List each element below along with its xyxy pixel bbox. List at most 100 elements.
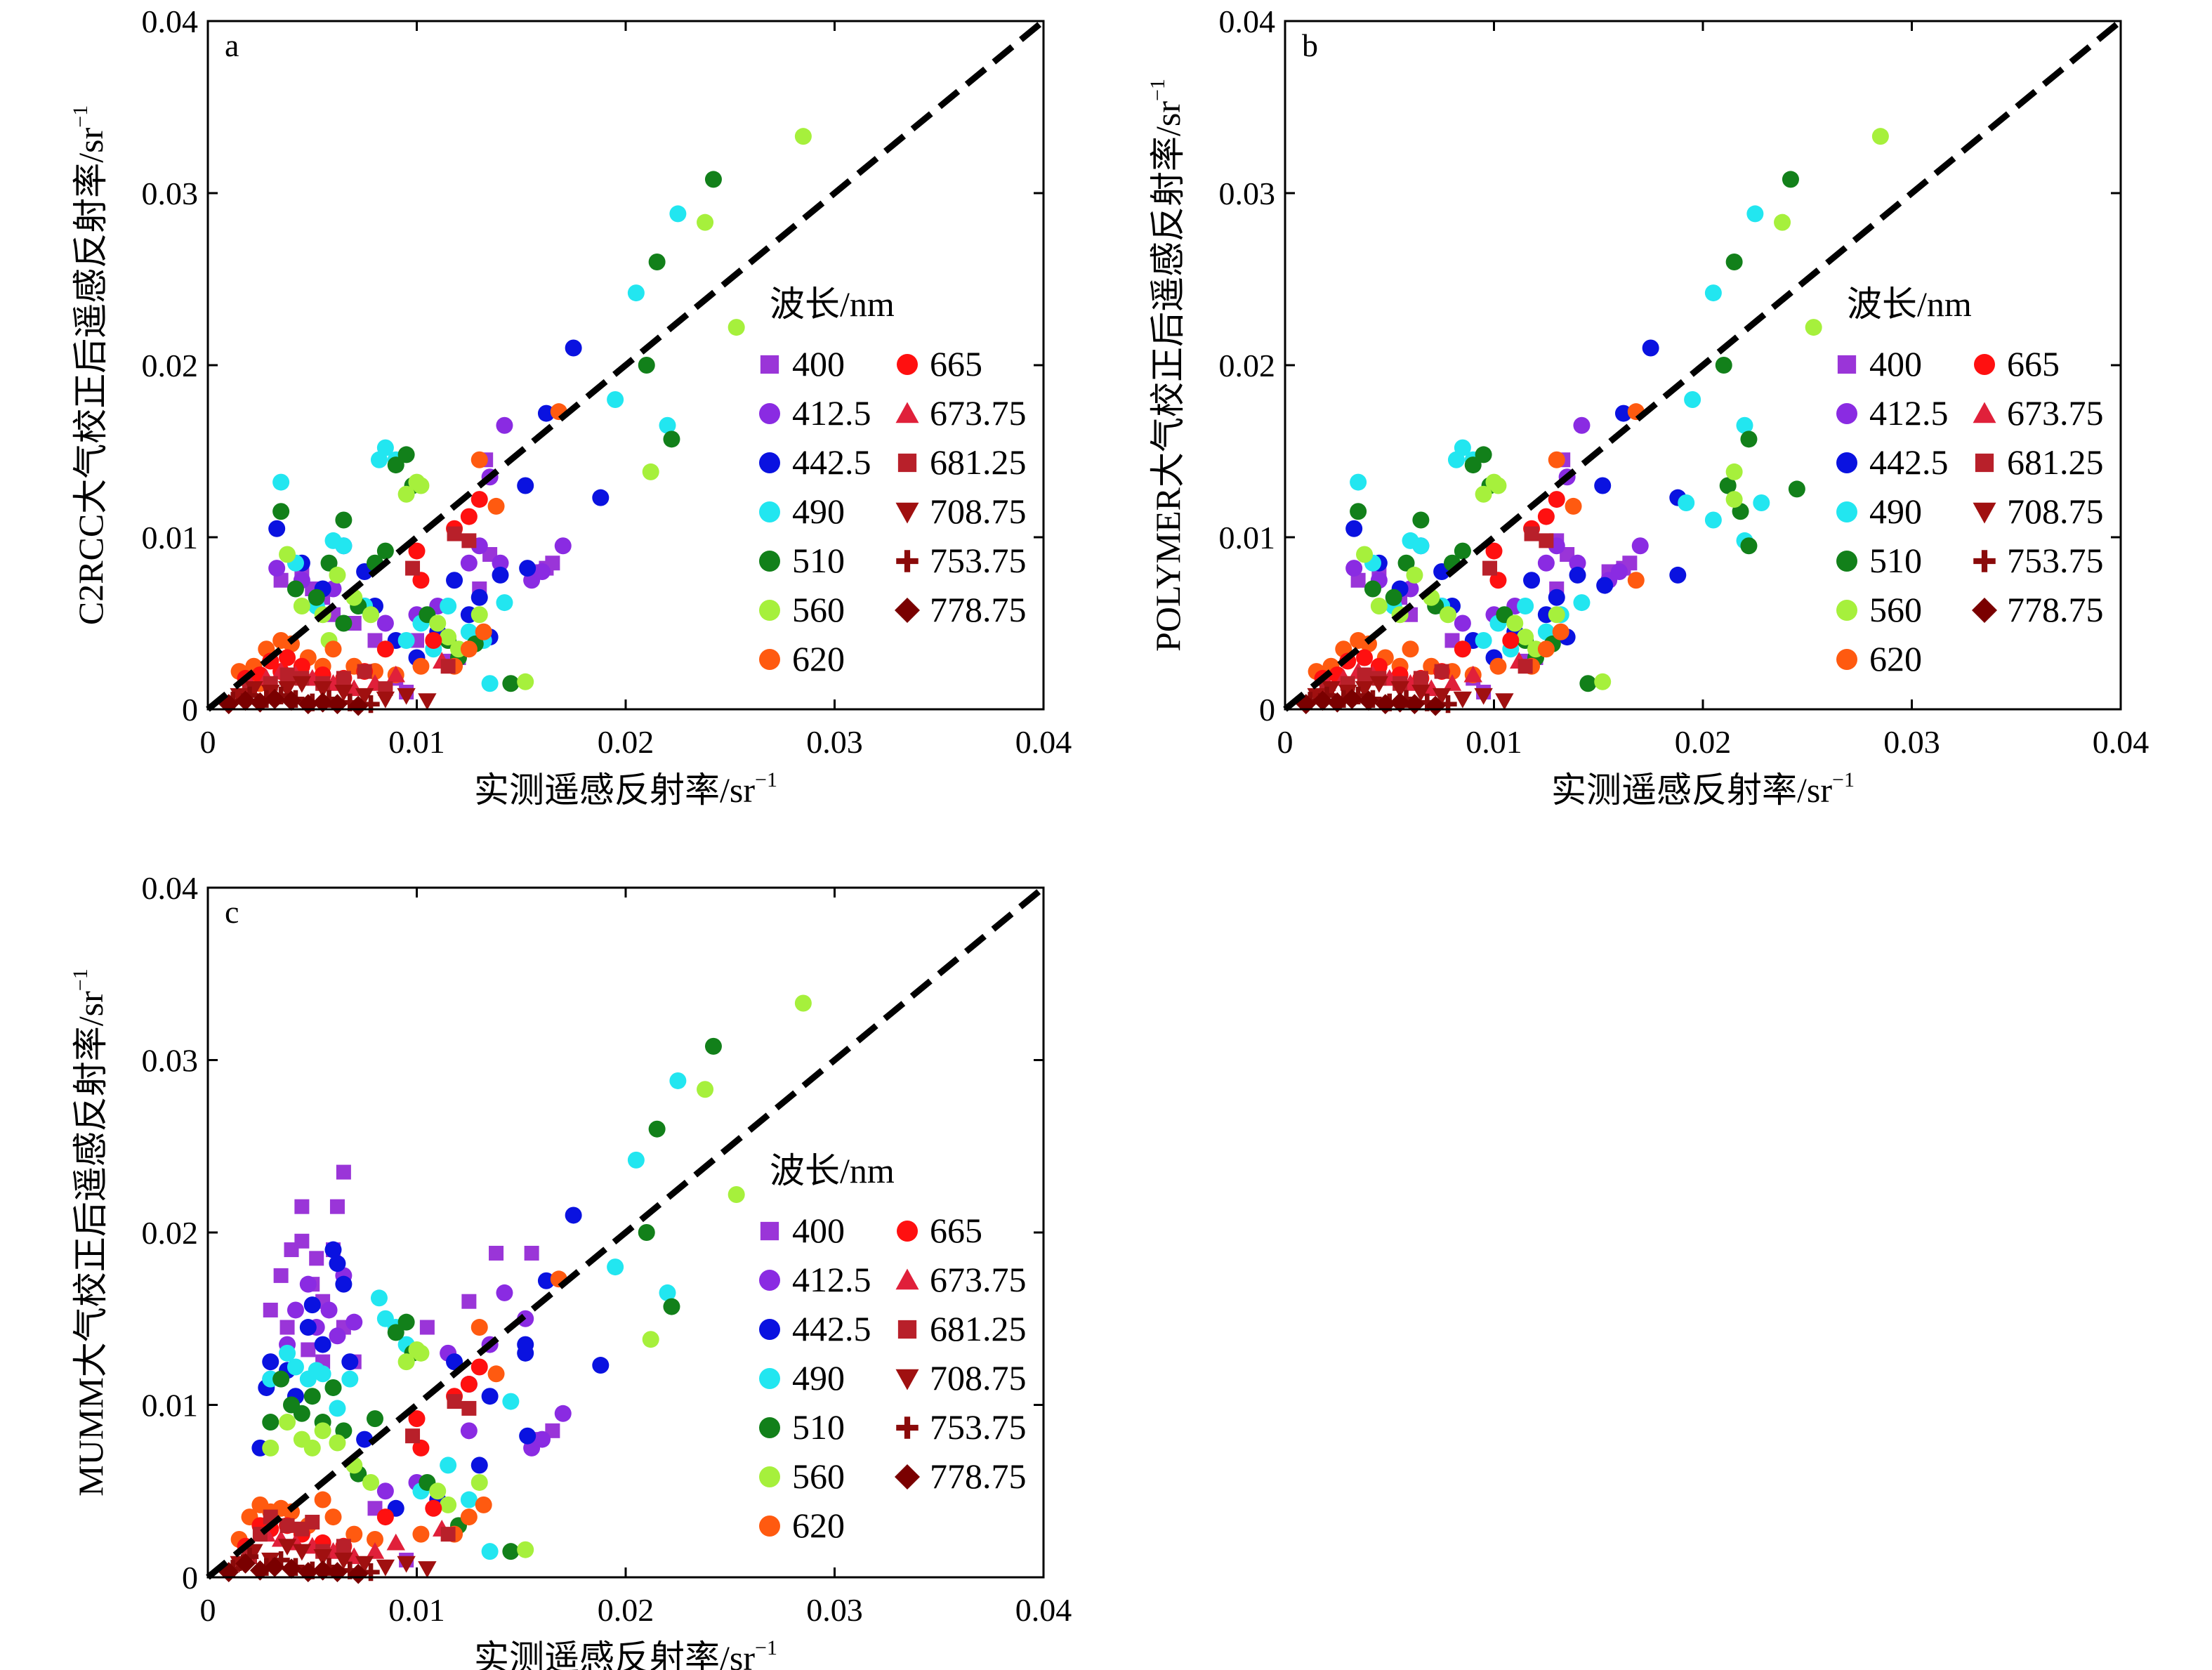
data-point: [329, 1434, 346, 1452]
data-point: [1548, 589, 1565, 606]
legend-item: 442.5: [759, 1309, 871, 1348]
data-point: [335, 1275, 353, 1293]
data-point: [460, 1508, 478, 1526]
data-point: [1704, 511, 1722, 529]
legend-marker: [895, 402, 919, 423]
legend-item: 673.75: [895, 393, 1027, 433]
data-point: [336, 671, 351, 686]
data-point: [1596, 577, 1614, 594]
data-point: [642, 1331, 659, 1348]
data-point: [607, 391, 624, 408]
data-point: [240, 1547, 259, 1566]
data-point: [1411, 684, 1430, 702]
data-point: [554, 1405, 572, 1422]
legend-marker: [1837, 355, 1857, 374]
data-point: [429, 614, 447, 632]
legend-label: 412.5: [792, 1260, 871, 1299]
legend-marker: [897, 1320, 917, 1339]
legend-label: 708.75: [930, 492, 1027, 531]
data-point: [312, 1560, 334, 1581]
data-point: [1614, 405, 1632, 422]
data-point: [440, 629, 457, 646]
legend-marker: [896, 1416, 919, 1439]
legend-marker: [896, 550, 919, 572]
data-point: [1524, 526, 1539, 541]
data-point: [348, 1563, 369, 1584]
x-tick-label: 0.02: [598, 724, 654, 760]
legend-label: 708.75: [2007, 492, 2104, 531]
data-point: [1805, 319, 1822, 336]
data-point: [1489, 572, 1507, 589]
data-point: [1774, 213, 1791, 231]
data-point: [261, 684, 280, 702]
data-point: [447, 1394, 462, 1409]
legend-marker: [759, 1466, 780, 1487]
data-point: [1548, 491, 1565, 508]
legend-item: 490: [1836, 492, 1922, 531]
scatter-points: [218, 994, 812, 1584]
legend-marker: [897, 1221, 918, 1242]
data-point: [412, 477, 430, 494]
data-point: [261, 1552, 280, 1570]
data-point: [537, 1272, 555, 1289]
data-point: [1725, 463, 1743, 480]
legend-item: 560: [759, 1457, 845, 1496]
legend-item: 778.75: [895, 590, 1027, 629]
data-point: [1341, 688, 1362, 709]
data-point: [1565, 497, 1582, 515]
data-point: [313, 681, 332, 698]
legend-marker: [759, 600, 780, 621]
data-point: [1740, 430, 1758, 448]
data-point: [1326, 692, 1348, 713]
data-point: [1485, 542, 1503, 560]
data-point: [1425, 695, 1446, 716]
data-point: [517, 1336, 534, 1353]
legend-marker: [895, 1464, 920, 1490]
data-point: [293, 598, 310, 614]
legend-item: 753.75: [896, 1407, 1027, 1447]
legend-marker: [1972, 598, 1997, 623]
data-point: [1474, 688, 1493, 705]
legend-item: 412.5: [1836, 393, 1949, 433]
data-point: [412, 657, 430, 675]
data-point: [397, 1353, 415, 1371]
data-point: [481, 675, 499, 692]
data-point: [345, 1313, 363, 1331]
data-point: [475, 623, 492, 640]
data-point: [1537, 640, 1555, 658]
data-point: [1539, 533, 1554, 548]
x-tick-label: 0.01: [1466, 724, 1522, 760]
data-point: [1642, 339, 1659, 357]
legend-item: 673.75: [895, 1260, 1027, 1299]
legend-marker: [1836, 452, 1857, 473]
data-point: [272, 473, 290, 491]
data-point: [489, 1245, 504, 1261]
legend-label: 778.75: [930, 590, 1027, 629]
data-point: [470, 1319, 488, 1336]
data-point: [487, 1365, 505, 1383]
data-point: [461, 1400, 477, 1416]
data-point: [336, 1539, 351, 1554]
y-tick-label: 0.03: [142, 1043, 199, 1079]
data-point: [262, 1439, 279, 1457]
data-point: [1390, 692, 1411, 713]
data-point: [355, 688, 374, 705]
legend-item: 681.25: [897, 1309, 1027, 1348]
data-point: [277, 1539, 297, 1556]
data-point: [312, 692, 334, 713]
data-point: [1725, 254, 1743, 270]
legend-marker: [895, 502, 919, 524]
data-point: [1355, 681, 1374, 698]
legend-item: 708.75: [895, 1358, 1027, 1398]
data-point: [299, 1275, 317, 1293]
data-point: [308, 589, 325, 606]
data-point: [1502, 632, 1520, 649]
legend-marker: [759, 1270, 780, 1291]
data-point: [565, 339, 582, 357]
data-point: [1402, 640, 1419, 658]
data-point: [1358, 690, 1379, 711]
data-point: [341, 1561, 359, 1579]
legend-item: 620: [759, 639, 845, 678]
legend-label: 620: [792, 639, 845, 678]
data-point: [1523, 572, 1541, 589]
